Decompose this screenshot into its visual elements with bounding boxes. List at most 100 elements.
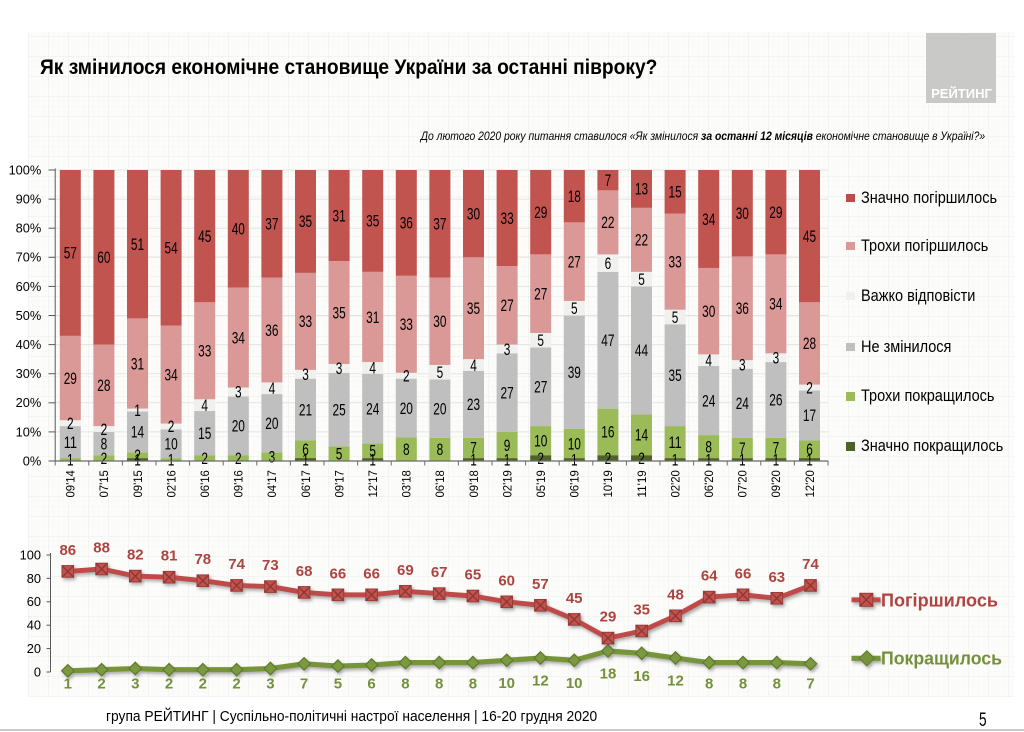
svg-text:6: 6 <box>806 441 813 459</box>
svg-text:66: 66 <box>330 565 347 582</box>
svg-text:2: 2 <box>67 415 74 433</box>
svg-text:20: 20 <box>433 400 446 418</box>
svg-text:06'20: 06'20 <box>702 470 716 498</box>
svg-text:10'19: 10'19 <box>601 470 615 498</box>
svg-text:10: 10 <box>498 675 515 692</box>
svg-text:5: 5 <box>638 271 645 289</box>
svg-text:29: 29 <box>534 204 547 222</box>
svg-text:28: 28 <box>97 377 110 395</box>
svg-text:3: 3 <box>266 676 274 693</box>
svg-text:30: 30 <box>433 313 446 331</box>
svg-text:27: 27 <box>534 379 547 397</box>
svg-text:16: 16 <box>633 668 650 685</box>
svg-text:33: 33 <box>400 316 413 334</box>
svg-text:30%: 30% <box>16 366 42 381</box>
svg-text:36: 36 <box>400 215 413 233</box>
svg-text:1: 1 <box>134 402 141 420</box>
svg-text:100%: 100% <box>9 162 42 177</box>
svg-text:09'18: 09'18 <box>467 470 481 498</box>
svg-text:33: 33 <box>501 210 514 228</box>
svg-text:8: 8 <box>773 676 781 693</box>
svg-text:06'16: 06'16 <box>198 470 212 498</box>
svg-text:02'20: 02'20 <box>668 470 682 498</box>
svg-text:2: 2 <box>638 450 645 468</box>
svg-text:03'18: 03'18 <box>400 470 414 498</box>
svg-text:Покращилось: Покращилось <box>881 647 1002 668</box>
svg-text:5: 5 <box>336 446 343 464</box>
svg-text:2: 2 <box>232 676 240 693</box>
svg-text:09'17: 09'17 <box>332 470 346 498</box>
svg-text:12: 12 <box>667 673 684 690</box>
svg-text:27: 27 <box>568 254 581 272</box>
svg-text:5: 5 <box>334 676 342 693</box>
svg-text:34: 34 <box>232 329 245 347</box>
svg-text:06'19: 06'19 <box>568 470 582 498</box>
svg-text:65: 65 <box>465 567 482 584</box>
svg-text:2: 2 <box>605 450 612 468</box>
svg-text:34: 34 <box>769 296 782 314</box>
svg-text:1: 1 <box>369 451 376 469</box>
svg-text:5: 5 <box>537 332 544 350</box>
svg-text:8: 8 <box>403 441 410 459</box>
svg-text:2: 2 <box>101 421 108 439</box>
svg-text:45: 45 <box>566 590 583 607</box>
svg-text:70%: 70% <box>16 250 42 265</box>
svg-text:28: 28 <box>803 335 816 353</box>
svg-text:35: 35 <box>366 213 379 231</box>
svg-text:4: 4 <box>201 397 208 415</box>
svg-text:34: 34 <box>702 211 715 229</box>
svg-text:20: 20 <box>27 641 41 656</box>
svg-text:15: 15 <box>669 184 682 202</box>
svg-text:57: 57 <box>532 576 549 593</box>
svg-text:1: 1 <box>672 451 679 469</box>
svg-text:07'15: 07'15 <box>97 470 111 498</box>
svg-text:7: 7 <box>806 676 814 693</box>
svg-text:24: 24 <box>366 400 379 418</box>
svg-text:10: 10 <box>568 435 581 453</box>
svg-text:86: 86 <box>59 542 76 559</box>
svg-text:69: 69 <box>397 562 414 579</box>
svg-text:2: 2 <box>168 418 175 436</box>
svg-text:13: 13 <box>635 181 648 199</box>
svg-text:3: 3 <box>235 384 242 402</box>
svg-text:6: 6 <box>302 441 309 459</box>
svg-text:80: 80 <box>27 571 41 586</box>
svg-text:33: 33 <box>669 254 682 272</box>
svg-text:8: 8 <box>739 676 747 693</box>
svg-text:29: 29 <box>64 370 77 388</box>
svg-text:74: 74 <box>228 556 245 573</box>
svg-text:40: 40 <box>27 618 41 633</box>
svg-text:9: 9 <box>504 437 511 455</box>
svg-text:18: 18 <box>568 188 581 206</box>
svg-text:44: 44 <box>635 342 648 360</box>
svg-text:73: 73 <box>262 557 279 574</box>
svg-text:60: 60 <box>27 594 41 609</box>
svg-text:1: 1 <box>64 676 72 693</box>
svg-text:20: 20 <box>400 400 413 418</box>
svg-text:1: 1 <box>67 451 74 469</box>
svg-text:35: 35 <box>633 602 650 619</box>
svg-text:5: 5 <box>571 300 578 318</box>
svg-text:1: 1 <box>134 451 141 469</box>
svg-text:5: 5 <box>672 309 679 327</box>
svg-text:3: 3 <box>504 341 511 359</box>
svg-text:26: 26 <box>769 392 782 410</box>
svg-text:11: 11 <box>669 434 682 452</box>
svg-text:1: 1 <box>470 451 477 469</box>
svg-text:3: 3 <box>773 350 780 368</box>
svg-text:4: 4 <box>369 360 376 378</box>
svg-text:2: 2 <box>537 450 544 468</box>
svg-text:17: 17 <box>803 407 816 425</box>
svg-text:18: 18 <box>600 665 617 682</box>
svg-text:02'16: 02'16 <box>164 470 178 498</box>
svg-text:1: 1 <box>773 451 780 469</box>
svg-text:31: 31 <box>333 207 346 225</box>
svg-text:3: 3 <box>336 360 343 378</box>
svg-text:48: 48 <box>667 586 684 603</box>
svg-text:2: 2 <box>134 447 141 465</box>
svg-text:67: 67 <box>431 564 448 581</box>
svg-text:30: 30 <box>736 205 749 223</box>
svg-text:47: 47 <box>601 332 614 350</box>
svg-text:Погіршилось: Погіршилось <box>881 590 998 611</box>
svg-text:29: 29 <box>769 204 782 222</box>
